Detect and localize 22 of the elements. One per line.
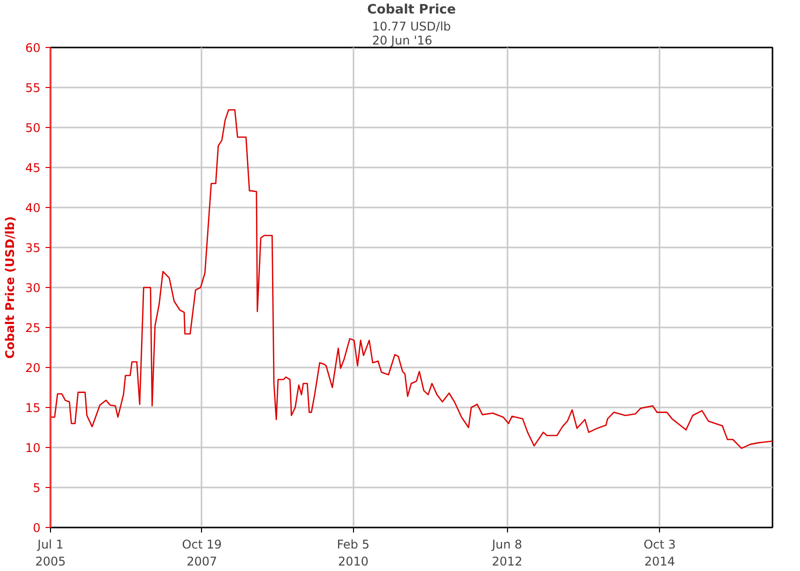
y-tick-label: 30 bbox=[25, 281, 41, 295]
y-tick-label: 50 bbox=[25, 121, 41, 135]
y-tick-label: 60 bbox=[25, 41, 41, 55]
y-tick-label: 45 bbox=[25, 161, 41, 175]
y-tick-label: 15 bbox=[25, 401, 41, 415]
chart-title: Cobalt Price bbox=[367, 2, 456, 18]
y-tick-label: 55 bbox=[25, 81, 41, 95]
y-tick-label: 20 bbox=[25, 361, 41, 375]
y-tick-label: 5 bbox=[32, 481, 41, 495]
y-tick-label: 25 bbox=[25, 321, 41, 335]
y-tick-label: 40 bbox=[25, 201, 41, 215]
y-axis-title: Cobalt Price (USD/lb) bbox=[3, 216, 18, 359]
x-tick-label: Oct 19 2007 bbox=[182, 538, 222, 568]
x-tick-label: Oct 3 2014 bbox=[644, 538, 676, 568]
y-tick-label: 0 bbox=[32, 521, 41, 535]
chart-subtitle: 10.77 USD/lb 20 Jun '16 bbox=[372, 20, 451, 48]
y-tick-label: 35 bbox=[25, 241, 41, 255]
line-series bbox=[50, 109, 772, 449]
x-tick-label: Jul 1 2005 bbox=[35, 538, 66, 568]
y-tick-label: 10 bbox=[25, 441, 41, 455]
x-tick-label: Jun 8 2012 bbox=[490, 538, 522, 568]
x-tick-label: Feb 5 2010 bbox=[336, 538, 370, 568]
